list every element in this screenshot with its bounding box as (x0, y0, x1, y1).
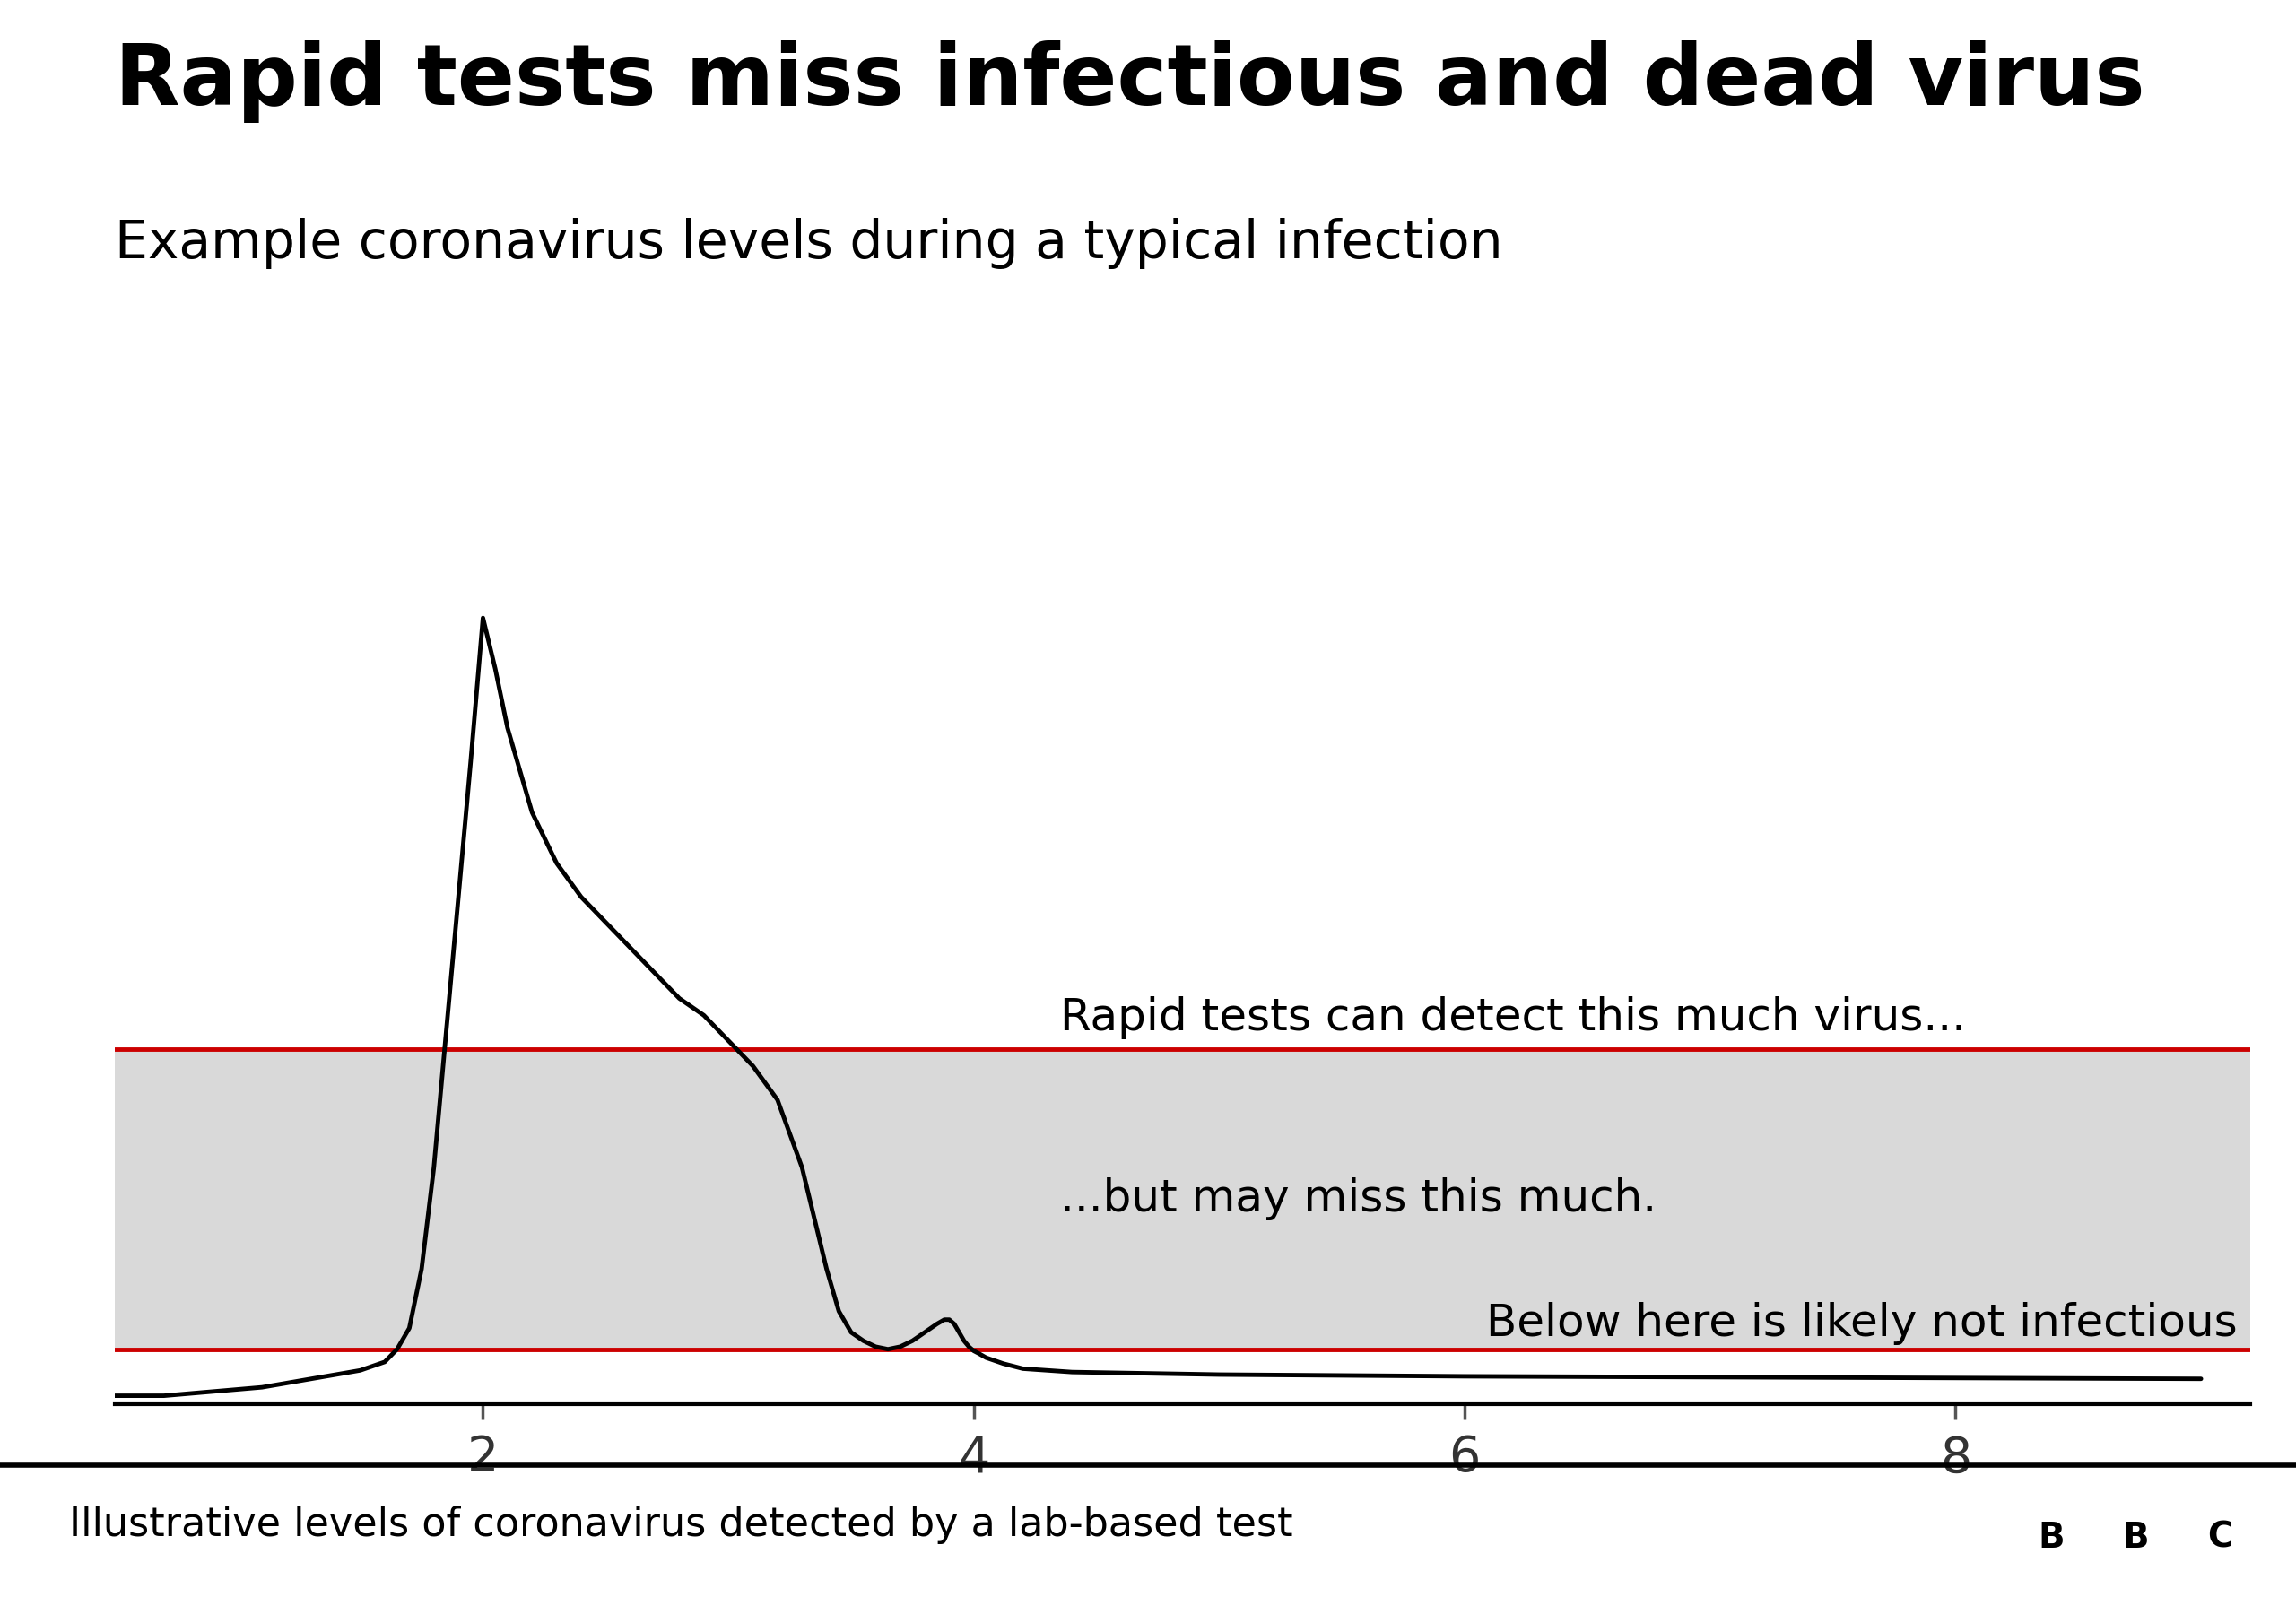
Text: B: B (2122, 1520, 2149, 1554)
Text: Rapid tests can detect this much virus...: Rapid tests can detect this much virus..… (1061, 996, 1965, 1039)
Text: B: B (2039, 1520, 2064, 1554)
Text: Below here is likely not infectious: Below here is likely not infectious (1486, 1302, 2239, 1344)
Bar (2014, 1483, 2089, 1591)
Bar (2183, 1483, 2257, 1591)
Bar (2099, 1483, 2172, 1591)
Text: C: C (2206, 1520, 2234, 1554)
Bar (115, 1049, 2250, 1349)
Text: Illustrative levels of coronavirus detected by a lab-based test: Illustrative levels of coronavirus detec… (69, 1506, 1293, 1545)
Text: Example coronavirus levels during a typical infection: Example coronavirus levels during a typi… (115, 218, 1504, 270)
Text: Rapid tests miss infectious and dead virus: Rapid tests miss infectious and dead vir… (115, 40, 2144, 123)
Text: ...but may miss this much.: ...but may miss this much. (1061, 1178, 1655, 1220)
